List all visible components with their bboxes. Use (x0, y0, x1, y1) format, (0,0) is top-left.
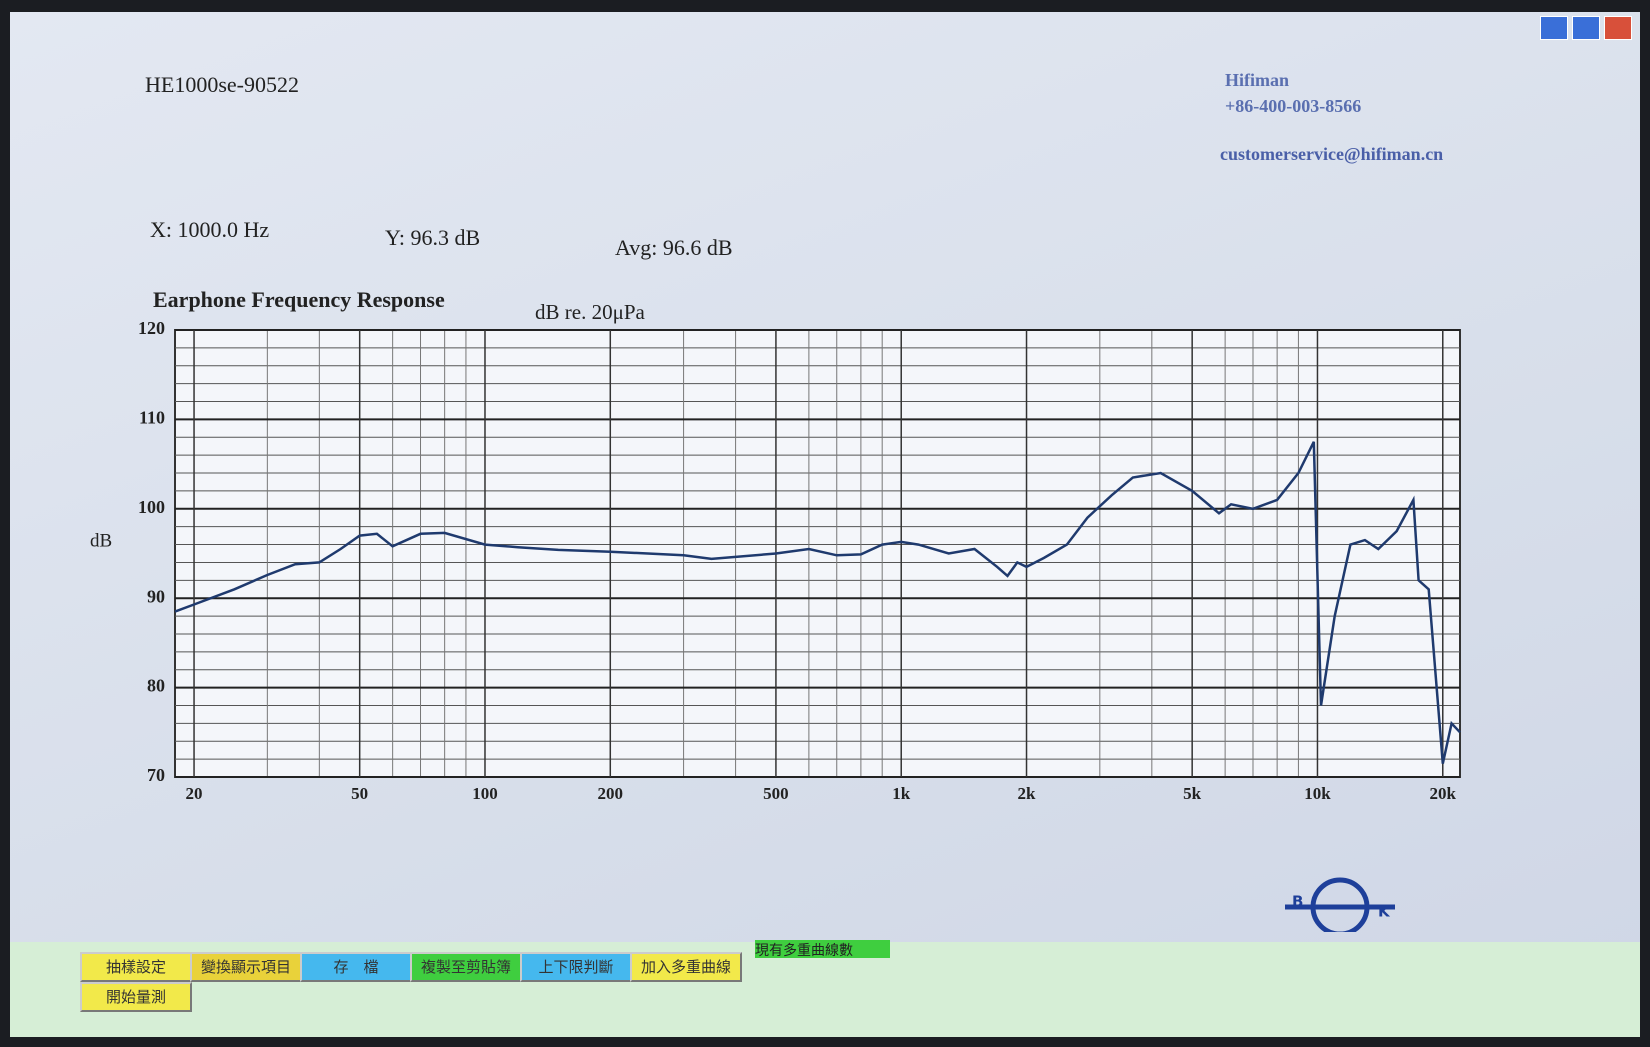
window-controls (1540, 16, 1632, 40)
toolbar-button[interactable]: 上下限判斷 (520, 952, 632, 982)
company: Hifiman (1225, 70, 1290, 90)
plot-area (174, 329, 1461, 778)
model-title: HE1000se-90522 (145, 72, 299, 97)
toolbar-button[interactable]: 開始量測 (80, 982, 192, 1012)
x-tick-label: 10k (1304, 784, 1331, 803)
screen: HE1000se-90522 Hifiman +86-400-003-8566 … (10, 12, 1640, 1037)
y-tick-label: 110 (139, 408, 165, 428)
y-tick-label: 100 (138, 497, 165, 517)
chart: Earphone Frequency Response dB re. 20μPa… (90, 287, 1461, 932)
toolbar-button[interactable]: 加入多重曲線 (630, 952, 742, 982)
x-tick-label: 2k (1018, 784, 1037, 803)
maximize-button[interactable] (1572, 16, 1600, 40)
minimize-button[interactable] (1540, 16, 1568, 40)
x-tick-label: 500 (763, 784, 789, 803)
toolbar-button[interactable]: 變換顯示項目 (190, 952, 302, 982)
y-tick-label: 90 (147, 586, 165, 606)
unit-label: dB re. 20μPa (535, 300, 646, 324)
logo: B K (1285, 877, 1395, 932)
close-button[interactable] (1604, 16, 1632, 40)
response-curve (174, 441, 1461, 764)
logo-letter: K (1378, 903, 1391, 921)
y-tick-label: 70 (147, 765, 165, 785)
phone: +86-400-003-8566 (1225, 96, 1362, 116)
y-tick-label: 80 (147, 676, 165, 696)
toolbar-button[interactable]: 複製至剪貼簿 (410, 952, 522, 982)
y-tick-label: 120 (138, 318, 165, 338)
avg-readout: Avg: 96.6 dB (615, 235, 733, 260)
x-tick-label: 20 (186, 784, 203, 803)
y-readout: Y: 96.3 dB (385, 225, 481, 250)
x-tick-label: 20k (1430, 784, 1457, 803)
x-readout: X: 1000.0 Hz (150, 217, 270, 242)
toolbar-button[interactable]: 抽樣設定 (80, 952, 192, 982)
logo-letter: B (1292, 893, 1303, 911)
email: customerservice@hifiman.cn (1220, 144, 1444, 164)
toolbar-button[interactable]: 存 檔 (300, 952, 412, 982)
y-axis-label: dB (90, 530, 112, 551)
counter-label: 現有多重曲線數 (755, 940, 890, 959)
x-tick-label: 5k (1183, 784, 1202, 803)
x-tick-label: 200 (598, 784, 624, 803)
x-tick-label: 1k (892, 784, 911, 803)
x-tick-label: 100 (472, 784, 498, 803)
x-tick-label: 50 (351, 784, 368, 803)
chart-title: Earphone Frequency Response (153, 287, 445, 312)
